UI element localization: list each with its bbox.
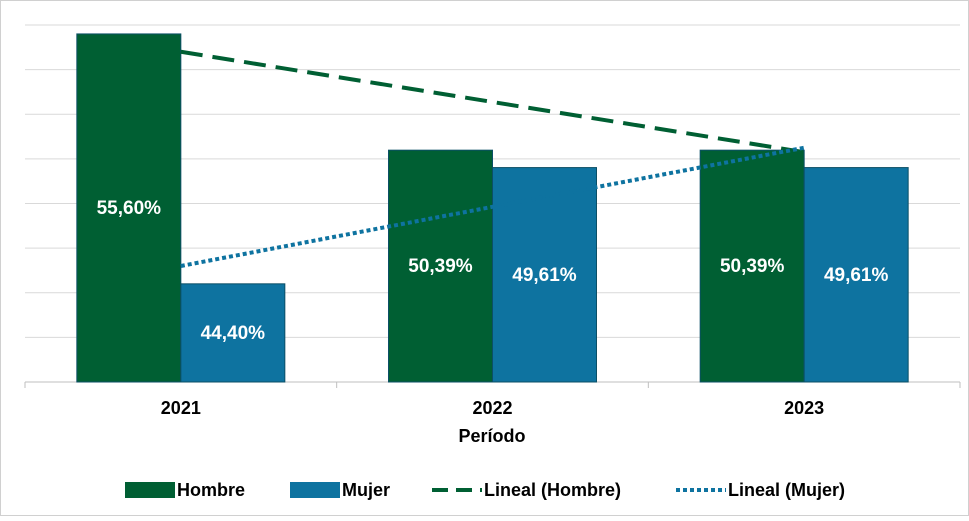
bar <box>699 149 805 383</box>
legend-swatch <box>290 482 340 498</box>
bar-value-label: 44,40% <box>201 323 266 344</box>
trend-line <box>180 145 805 268</box>
bar <box>76 33 182 383</box>
bar-value-label: 49,61% <box>512 265 577 286</box>
trend-line <box>180 49 805 155</box>
bar-value-label: 50,39% <box>720 256 785 277</box>
legend-swatch <box>125 482 175 498</box>
bar-value-label: 49,61% <box>824 265 889 286</box>
x-tick-label: 2022 <box>472 398 512 418</box>
legend-label: Hombre <box>177 480 245 500</box>
bar <box>492 167 597 383</box>
bar-value-label: 50,39% <box>408 256 473 277</box>
x-tick-label: 2021 <box>161 398 201 418</box>
legend-label: Mujer <box>342 480 390 500</box>
bar-value-label: 55,60% <box>97 198 162 219</box>
legend-label: Lineal (Hombre) <box>484 480 621 500</box>
x-axis-label: Período <box>458 426 525 446</box>
bar <box>803 167 909 383</box>
x-tick-label: 2023 <box>784 398 824 418</box>
bar <box>180 283 286 383</box>
legend-label: Lineal (Mujer) <box>728 480 845 500</box>
